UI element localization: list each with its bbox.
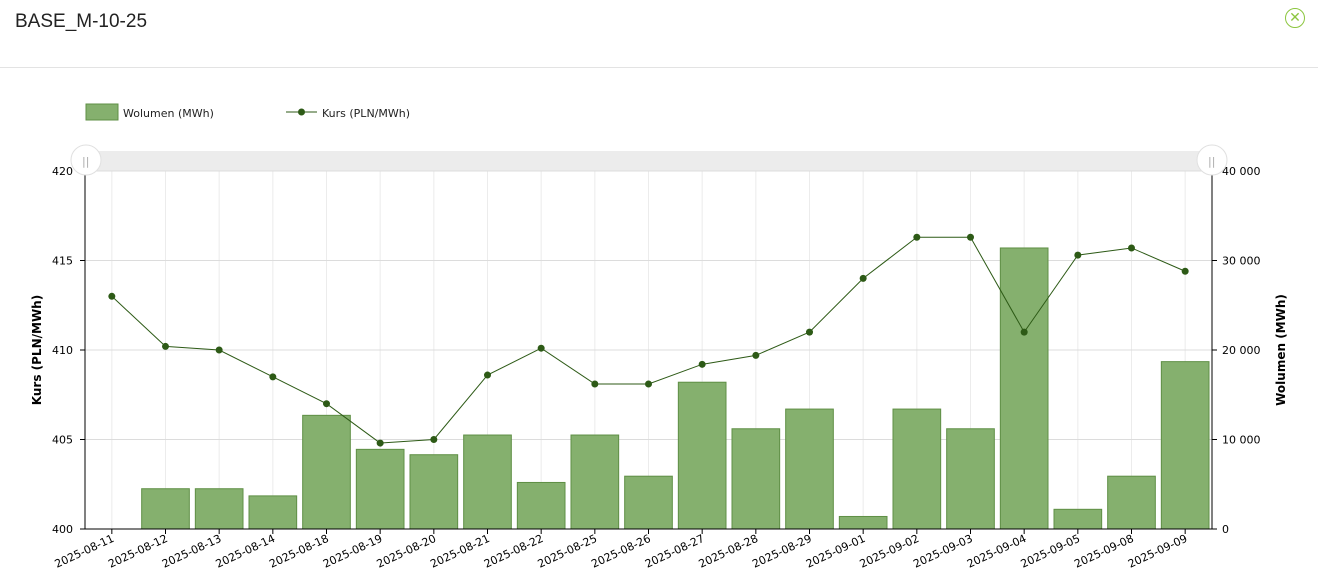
volume-bar[interactable]	[141, 488, 190, 530]
price-point[interactable]	[376, 439, 384, 447]
x-tick-label: 2025-08-14	[214, 532, 277, 571]
x-tick-label: 2025-09-05	[1019, 532, 1082, 571]
x-tick-label: 2025-08-29	[750, 532, 813, 571]
svg-text:||: ||	[1208, 155, 1215, 168]
price-point[interactable]	[967, 233, 974, 241]
volume-bar[interactable]	[677, 381, 727, 530]
y-axis-right-label: Wolumen (MWh)	[1274, 294, 1288, 406]
price-point[interactable]	[484, 371, 491, 379]
x-tick-label: 2025-08-28	[697, 532, 760, 571]
volume-bar[interactable]	[1160, 361, 1210, 530]
price-point[interactable]	[859, 274, 867, 282]
price-point[interactable]	[645, 380, 652, 388]
legend-label-volume[interactable]: Wolumen (MWh)	[123, 107, 214, 120]
range-slider-track[interactable]	[86, 151, 1212, 171]
volume-bar[interactable]	[624, 475, 673, 530]
price-point[interactable]	[269, 373, 277, 381]
y-tick-label-left: 405	[52, 434, 73, 447]
y-tick-label-right: 20 000	[1222, 344, 1261, 357]
x-tick-label: 2025-09-03	[911, 532, 974, 571]
price-point[interactable]	[162, 342, 169, 350]
volume-bar[interactable]	[946, 428, 995, 530]
x-tick-label: 2025-09-04	[965, 532, 1028, 571]
svg-text:||: ||	[82, 155, 89, 168]
price-point[interactable]	[537, 344, 545, 352]
volume-bar[interactable]	[999, 247, 1049, 530]
volume-bar[interactable]	[1107, 475, 1156, 530]
volume-bar[interactable]	[570, 434, 620, 530]
price-point[interactable]	[1020, 328, 1028, 336]
volume-bar[interactable]	[248, 495, 298, 530]
volume-bar[interactable]	[194, 488, 244, 530]
x-tick-label: 2025-08-11	[53, 532, 116, 571]
x-tick-label: 2025-09-01	[804, 532, 867, 571]
volume-bar[interactable]	[302, 414, 351, 530]
volume-bar[interactable]	[731, 428, 781, 530]
y-tick-label-left: 400	[52, 523, 73, 536]
legend-swatch-volume[interactable]	[85, 103, 119, 121]
x-tick-label: 2025-09-02	[858, 532, 921, 571]
y-tick-label-left: 410	[52, 344, 73, 357]
y-tick-label-right: 40 000	[1222, 165, 1261, 178]
y-tick-label-right: 30 000	[1222, 255, 1261, 268]
volume-bar[interactable]	[409, 454, 459, 530]
x-tick-label: 2025-08-27	[643, 532, 706, 571]
price-point[interactable]	[108, 292, 116, 300]
volume-bar[interactable]	[463, 434, 512, 530]
page-title: BASE_M-10-25	[15, 11, 148, 32]
price-point[interactable]	[591, 380, 599, 388]
x-tick-label: 2025-08-21	[428, 532, 491, 571]
x-tick-label: 2025-08-13	[160, 532, 223, 571]
x-tick-label: 2025-08-12	[106, 532, 169, 571]
x-tick-label: 2025-09-09	[1126, 532, 1189, 571]
volume-bar[interactable]	[785, 408, 834, 530]
price-point[interactable]	[752, 351, 760, 359]
price-point[interactable]	[215, 346, 223, 354]
price-point[interactable]	[323, 400, 330, 408]
x-tick-label: 2025-08-26	[589, 532, 652, 571]
x-tick-label: 2025-08-19	[321, 532, 384, 571]
price-point[interactable]	[1074, 251, 1082, 259]
y-tick-label-right: 10 000	[1222, 434, 1261, 447]
y-tick-label-left: 415	[52, 255, 73, 268]
header-divider	[0, 67, 1318, 68]
y-tick-label-right: 0	[1222, 523, 1229, 536]
price-point[interactable]	[913, 233, 921, 241]
price-point[interactable]	[1181, 267, 1189, 275]
legend-marker-price	[298, 108, 305, 116]
x-tick-label: 2025-08-22	[482, 532, 545, 571]
volume-bar[interactable]	[838, 515, 888, 530]
y-axis-left-label: Kurs (PLN/MWh)	[30, 295, 44, 405]
x-tick-label: 2025-08-25	[536, 532, 599, 571]
x-tick-label: 2025-08-18	[267, 532, 330, 571]
legend: Wolumen (MWh) Kurs (PLN/MWh)	[85, 103, 410, 121]
volume-bar[interactable]	[355, 448, 405, 530]
volume-bar[interactable]	[1053, 508, 1103, 530]
range-slider-handle-right[interactable]: ||	[1196, 144, 1228, 176]
price-point[interactable]	[430, 436, 438, 443]
price-point[interactable]	[806, 328, 813, 336]
close-icon[interactable]: ✕	[1285, 8, 1305, 28]
volume-bar[interactable]	[892, 408, 942, 530]
x-tick-label: 2025-09-08	[1072, 532, 1135, 571]
price-point[interactable]	[1128, 244, 1135, 252]
range-slider-handle-left[interactable]: ||	[70, 144, 102, 176]
volume-bar[interactable]	[516, 481, 566, 530]
x-tick-label: 2025-08-20	[375, 532, 438, 571]
legend-label-price[interactable]: Kurs (PLN/MWh)	[322, 107, 410, 120]
price-point[interactable]	[698, 360, 706, 368]
y-tick-label-left: 420	[52, 165, 73, 178]
